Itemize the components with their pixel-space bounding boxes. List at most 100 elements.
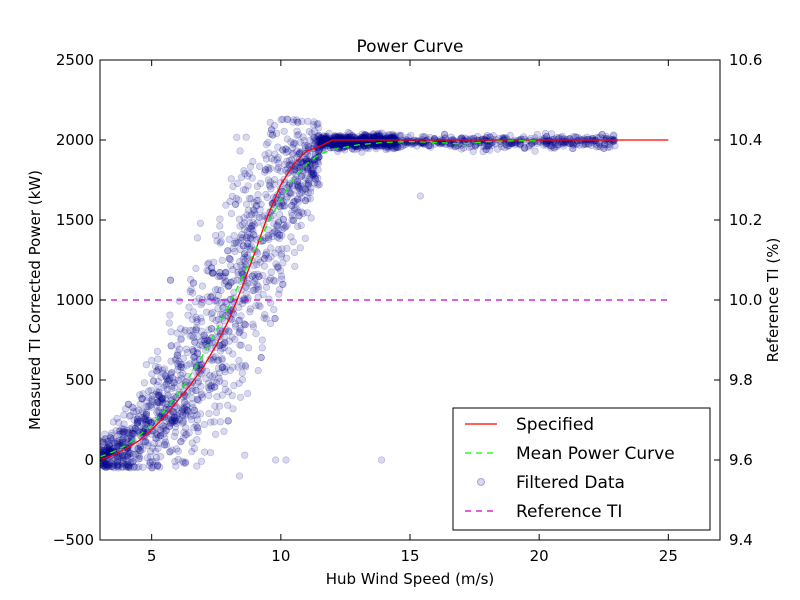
data-point — [193, 395, 202, 403]
data-point — [171, 376, 179, 384]
data-point — [198, 318, 206, 326]
data-point — [240, 214, 248, 222]
data-point — [209, 308, 217, 316]
data-point — [124, 400, 132, 408]
data-point — [197, 391, 205, 399]
data-point — [242, 261, 250, 269]
data-point — [154, 366, 163, 374]
data-point — [105, 441, 114, 449]
data-point — [255, 272, 263, 281]
data-point — [132, 450, 140, 459]
data-point — [193, 462, 201, 470]
data-point — [208, 269, 216, 277]
data-point — [225, 255, 233, 263]
data-point — [289, 149, 297, 157]
data-point — [256, 302, 264, 311]
data-point — [282, 145, 290, 153]
data-point — [198, 341, 206, 349]
data-point — [225, 282, 233, 290]
data-point — [194, 379, 202, 387]
data-point — [196, 410, 205, 418]
data-point — [370, 142, 379, 150]
y-tick-label: 0 — [84, 451, 94, 469]
data-point — [279, 215, 288, 223]
data-point — [304, 117, 312, 125]
data-point — [229, 405, 237, 413]
data-point — [301, 185, 309, 193]
data-point — [224, 247, 232, 255]
data-point — [340, 134, 348, 142]
data-point — [181, 405, 189, 413]
data-point — [253, 219, 262, 227]
data-point — [260, 314, 268, 322]
data-point — [291, 166, 299, 174]
data-point — [238, 299, 247, 308]
data-point — [122, 463, 130, 471]
data-point — [138, 407, 146, 415]
data-point — [266, 118, 274, 127]
data-point — [160, 441, 168, 449]
data-point — [152, 362, 160, 371]
data-point — [314, 181, 322, 189]
data-point — [136, 442, 144, 450]
data-point — [294, 184, 303, 192]
data-point — [242, 363, 250, 371]
data-point — [177, 438, 185, 446]
data-point — [157, 453, 165, 461]
data-point — [223, 363, 231, 371]
data-point — [361, 135, 369, 143]
data-point — [211, 383, 219, 391]
data-point — [479, 142, 487, 150]
data-point — [209, 269, 217, 277]
data-point — [142, 438, 150, 446]
data-point — [209, 353, 217, 361]
data-point — [242, 133, 250, 141]
data-point — [229, 363, 237, 371]
legend-label-mean-power-curve: Mean Power Curve — [516, 444, 675, 464]
data-point — [267, 299, 275, 307]
data-point — [129, 457, 137, 466]
data-point — [194, 424, 202, 432]
data-point — [179, 412, 187, 420]
data-point — [277, 116, 285, 124]
data-point — [119, 428, 127, 436]
data-point — [378, 142, 386, 150]
data-point — [295, 184, 304, 192]
data-point — [220, 344, 228, 352]
data-point — [331, 141, 339, 149]
data-point — [238, 376, 247, 384]
data-point — [372, 145, 380, 153]
data-point — [187, 412, 195, 420]
data-point — [322, 133, 330, 142]
data-point — [610, 137, 618, 145]
data-point — [265, 166, 273, 174]
data-point — [152, 423, 160, 432]
data-point — [299, 167, 307, 175]
data-point — [578, 137, 586, 145]
data-point — [309, 121, 318, 129]
data-point — [293, 195, 302, 203]
x-tick-label: 25 — [659, 547, 678, 565]
data-point — [255, 213, 264, 222]
data-point — [249, 323, 258, 331]
data-point — [114, 440, 122, 448]
legend-swatch-filtered-data — [477, 478, 485, 486]
data-point — [149, 377, 158, 385]
data-point — [104, 444, 112, 452]
data-point — [154, 398, 162, 406]
data-point — [554, 141, 562, 149]
data-point — [392, 143, 400, 151]
data-point — [290, 248, 299, 257]
data-point — [124, 434, 132, 442]
data-point — [226, 197, 234, 205]
data-point — [174, 447, 182, 455]
data-point — [190, 353, 198, 361]
data-point — [173, 359, 182, 368]
data-point — [170, 417, 178, 426]
data-point — [166, 311, 174, 319]
data-point — [109, 418, 117, 426]
data-point — [109, 457, 117, 465]
data-point — [200, 336, 208, 344]
data-point — [294, 163, 302, 171]
data-point — [240, 167, 248, 175]
